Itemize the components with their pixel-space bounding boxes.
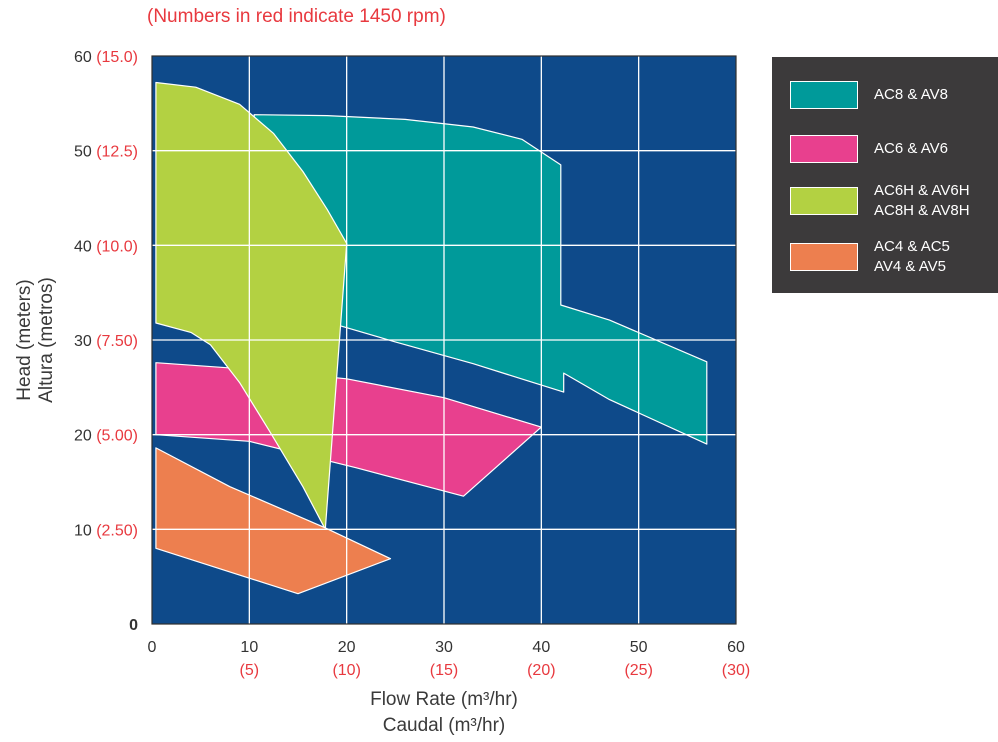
plot-border xyxy=(151,55,737,625)
y-tick-label: 50 (12.5) xyxy=(74,144,138,161)
x-tick-label: 10 xyxy=(240,639,258,656)
grid-layer xyxy=(151,55,737,625)
y-tick-label: 10 (2.50) xyxy=(74,522,138,539)
series-layer xyxy=(155,81,708,595)
x-tick-label: 60 xyxy=(727,639,745,656)
rpm-note: (Numbers in red indicate 1450 rpm) xyxy=(147,6,446,27)
legend-label-line: AC6H & AV6H xyxy=(874,182,970,199)
x-tick-label: 50 xyxy=(630,639,648,656)
legend-swatch xyxy=(790,81,858,109)
y-axis-label-secondary: Altura (metros) xyxy=(36,277,57,403)
legend-label-line: AC8 & AV8 xyxy=(874,86,948,103)
legend-item-ac6-av6: AC6 & AV6 xyxy=(790,135,984,163)
legend-item-ac6h-av6h: AC6H & AV6H AC8H & AV8H xyxy=(790,181,984,221)
legend-item-ac8-av8: AC8 & AV8 xyxy=(790,81,984,109)
legend-swatch xyxy=(790,135,858,163)
y-tick-label: 40 (10.0) xyxy=(74,238,138,255)
legend-swatch xyxy=(790,187,858,215)
x-tick-label-1450: (15) xyxy=(430,662,458,679)
y-tick-label: 0 xyxy=(129,617,138,634)
x-tick-label: 30 xyxy=(435,639,453,656)
legend-label: AC8 & AV8 xyxy=(874,85,984,105)
legend-label-line: AC4 & AC5 xyxy=(874,238,950,255)
y-axis-label: Head (meters) xyxy=(14,279,35,400)
x-tick-label-1450: (5) xyxy=(240,662,260,679)
x-axis-label-secondary: Caudal (m³/hr) xyxy=(383,715,505,736)
y-tick-label: 20 (5.00) xyxy=(74,428,138,445)
legend-label: AC6 & AV6 xyxy=(874,139,984,159)
legend: AC8 & AV8 AC6 & AV6 AC6H & AV6H AC8H & A… xyxy=(772,57,998,293)
series-region-3 xyxy=(155,447,392,595)
y-tick-label: 60 (15.0) xyxy=(74,49,138,66)
x-tick-label-1450: (25) xyxy=(624,662,652,679)
legend-item-ac4-ac5: AC4 & AC5 AV4 & AV5 xyxy=(790,237,984,277)
x-tick-label-1450: (30) xyxy=(722,662,750,679)
legend-swatch xyxy=(790,243,858,271)
x-tick-label: 0 xyxy=(148,639,157,656)
x-tick-label: 20 xyxy=(338,639,356,656)
axis-layer: 0 10 (2.50) 20 (5.00) 30 (7.50) 40 (10.0) 50 … xyxy=(74,49,750,679)
legend-label-line: AC8H & AV8H xyxy=(874,202,970,219)
legend-label: AC4 & AC5 AV4 & AV5 xyxy=(874,237,984,277)
x-tick-label-1450: (20) xyxy=(527,662,555,679)
y-tick-label: 30 (7.50) xyxy=(74,333,138,350)
series-region-0 xyxy=(253,114,708,445)
x-axis-label: Flow Rate (m³/hr) xyxy=(370,689,518,710)
legend-label: AC6H & AV6H AC8H & AV8H xyxy=(874,181,984,221)
legend-label-line: AV4 & AV5 xyxy=(874,258,946,275)
x-tick-label-1450: (10) xyxy=(332,662,360,679)
legend-label-line: AC6 & AV6 xyxy=(874,140,948,157)
x-tick-label: 40 xyxy=(532,639,550,656)
